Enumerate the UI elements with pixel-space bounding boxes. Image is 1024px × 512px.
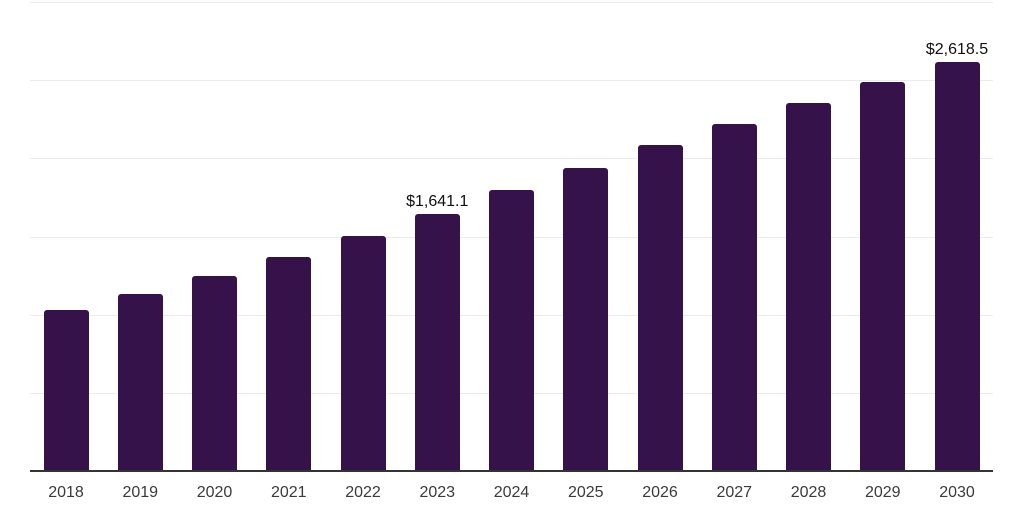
x-tick-2025: 2025 [567, 484, 604, 501]
x-tick-2018: 2018 [48, 484, 84, 501]
bar-2019 [117, 293, 163, 471]
x-tick-2024: 2024 [493, 484, 530, 501]
bar-2027 [711, 124, 757, 471]
bar-2021 [266, 256, 312, 471]
bar-2020 [192, 275, 237, 471]
bar-2030 [934, 61, 980, 471]
bar-2018 [43, 309, 89, 471]
bar-2022 [340, 235, 386, 471]
bar-2024 [489, 190, 534, 471]
gridline-2500 [30, 80, 993, 82]
bar-2025 [563, 168, 609, 471]
x-tick-2028: 2028 [790, 484, 827, 501]
bar-2028 [786, 102, 831, 471]
data-label-2023: $1,641.1 [406, 193, 469, 211]
data-label-2030: $2,618.5 [925, 40, 989, 58]
x-tick-2019: 2019 [122, 484, 159, 501]
x-tick-2022: 2022 [345, 484, 381, 501]
x-tick-2021: 2021 [270, 484, 307, 501]
x-tick-2020: 2020 [196, 484, 233, 501]
bar-2023 [414, 214, 460, 471]
x-axis-line [30, 470, 993, 472]
x-tick-2026: 2026 [642, 484, 678, 501]
bar-2026 [637, 145, 683, 471]
x-tick-2030: 2030 [939, 484, 975, 501]
x-tick-2027: 2027 [716, 484, 753, 501]
x-tick-2029: 2029 [864, 484, 901, 501]
gridline-3000 [30, 2, 993, 3]
bar-2029 [860, 81, 906, 471]
gridline-2000 [30, 158, 993, 160]
x-tick-2023: 2023 [419, 484, 456, 501]
